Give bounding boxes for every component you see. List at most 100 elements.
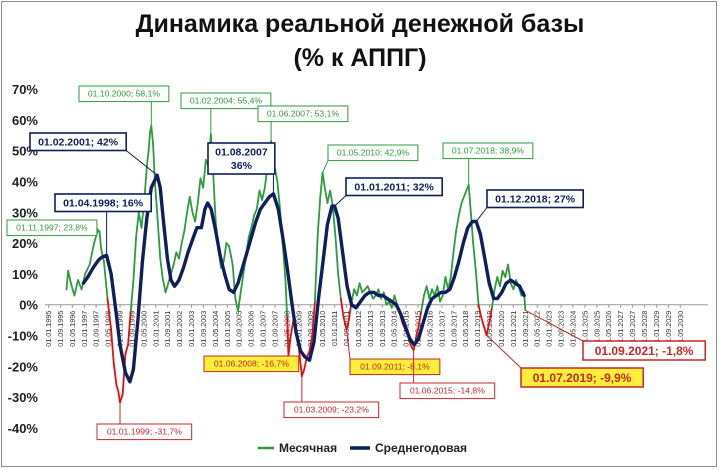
y-tick-label: -40% — [8, 421, 39, 436]
x-tick-label: 01.05.2000 — [139, 311, 148, 347]
monthly-series-segment — [467, 183, 472, 214]
annotation-label: 36% — [231, 160, 253, 172]
annotation-label: 01.01.1999; -31,7% — [107, 427, 182, 437]
x-tick-label: 01.09.2005 — [235, 311, 244, 347]
annotation-label: 01.02.2001; 42% — [38, 137, 119, 149]
annotation-box — [203, 355, 300, 373]
annotation-label: 01.07.2018; 38,9% — [452, 146, 525, 156]
monthly-series-segment — [305, 350, 311, 359]
annotation-box — [29, 132, 127, 152]
x-tick-label: 01.05.2004 — [211, 311, 220, 347]
x-tick-label: 01.09.2009 — [306, 311, 315, 347]
monthly-series-segment — [188, 195, 194, 214]
x-tick-label: 01.05.2002 — [175, 311, 184, 347]
chart-subtitle: (% к АППГ) — [293, 44, 427, 72]
monthly-series-segment — [110, 328, 115, 365]
annotation-box — [78, 85, 170, 103]
annotation-leader — [322, 160, 329, 173]
annotation-box — [520, 367, 644, 388]
x-tick-label: 01.09.2017 — [449, 311, 458, 347]
x-tick-label: 01.09.2027 — [628, 311, 637, 347]
monthly-series-segment — [472, 242, 477, 272]
x-tick-label: 01.01.2025 — [580, 311, 589, 347]
annotation-label: 01.01.2011; 32% — [354, 182, 434, 194]
x-tick-label: 01.05.2014 — [390, 311, 399, 347]
x-tick-label: 01.01.2005 — [223, 311, 232, 347]
monthly-series-segment — [356, 282, 361, 297]
x-tick-label: 01.05.2010 — [318, 311, 327, 347]
average-series-line — [81, 173, 526, 384]
monthly-series-segment — [147, 131, 151, 152]
annotation-leader — [125, 150, 158, 176]
monthly-series-segment — [447, 276, 452, 291]
monthly-series-segment — [314, 236, 319, 303]
monthly-series-segment — [237, 291, 242, 312]
x-tick-label: 01.01.1999 — [116, 311, 125, 347]
x-tick-label: 01.01.2007 — [259, 311, 268, 347]
monthly-series-segment — [261, 186, 266, 201]
annotation-box — [327, 144, 419, 162]
monthly-series-segment — [212, 168, 217, 223]
monthly-series-segment — [129, 279, 135, 312]
x-tick-label: 01.01.2013 — [366, 311, 375, 347]
monthly-series-segment — [194, 202, 199, 223]
annotation-box — [283, 401, 380, 419]
monthly-series-segment — [164, 282, 170, 294]
monthly-series-segment — [178, 242, 183, 260]
annotation-label: 01.09.2011; -8,1% — [360, 362, 430, 372]
y-tick-label: -20% — [8, 359, 39, 374]
monthly-series-segment — [284, 279, 289, 318]
monthly-series-segment — [428, 288, 433, 300]
monthly-series-segment — [150, 124, 154, 146]
monthly-series-segment — [145, 149, 150, 167]
x-tick-label: 01.01.2011 — [330, 311, 339, 346]
monthly-series-segment — [153, 180, 159, 220]
y-tick-label: 40% — [12, 174, 38, 189]
monthly-series-segment — [358, 282, 364, 294]
x-tick-label: 01.05.2018 — [461, 311, 470, 347]
monthly-series-segment — [159, 257, 164, 281]
annotation-leader — [334, 195, 347, 207]
monthly-series-segment — [253, 208, 258, 217]
monthly-series-segment — [488, 306, 493, 325]
monthly-series-segment — [180, 229, 186, 244]
annotation-box — [6, 219, 98, 237]
y-tick-label: 0% — [19, 298, 38, 313]
monthly-series-segment — [439, 294, 444, 303]
monthly-series-segment — [286, 316, 290, 358]
monthly-series-segment — [156, 217, 162, 260]
y-tick-label: 10% — [12, 267, 38, 282]
monthly-series-segment — [287, 334, 292, 358]
y-tick-label: 60% — [12, 113, 38, 128]
x-tick-label: 01.01.2019 — [473, 311, 482, 347]
x-tick-label: 01.09.2029 — [664, 311, 673, 347]
monthly-series-segment — [69, 282, 76, 297]
monthly-series-segment — [449, 251, 455, 278]
monthly-series-segment — [415, 325, 420, 340]
monthly-series-segment — [297, 346, 303, 378]
monthly-series-segment — [452, 229, 458, 254]
annotation-label: 01.04.1998; 16% — [63, 198, 144, 210]
y-tick-label: -10% — [8, 329, 39, 344]
annotation-leader — [525, 309, 584, 342]
monthly-series-segment — [457, 202, 463, 217]
monthly-series-segment — [132, 236, 138, 281]
annotation-box — [349, 358, 441, 376]
monthly-series-segment — [250, 214, 256, 229]
monthly-series-segment — [65, 269, 70, 291]
x-tick-label: 01.01.1997 — [80, 311, 89, 347]
annotation-label: 01.10.2000; 58,1% — [88, 89, 161, 99]
monthly-series-segment — [67, 269, 72, 285]
x-tick-label: 01.05.2020 — [497, 311, 506, 347]
monthly-series-segment — [460, 192, 467, 204]
monthly-series-segment — [323, 186, 329, 204]
monthly-series-segment — [300, 368, 306, 378]
monthly-series-segment — [493, 276, 499, 291]
monthly-series-segment — [247, 226, 253, 238]
annotation-label: 01.11.1997; 23,8% — [16, 223, 88, 233]
x-tick-label: 01.01.2001 — [151, 311, 160, 347]
monthly-series-segment — [485, 322, 491, 337]
annotation-label: 01.05.2010; 42,9% — [337, 148, 410, 158]
